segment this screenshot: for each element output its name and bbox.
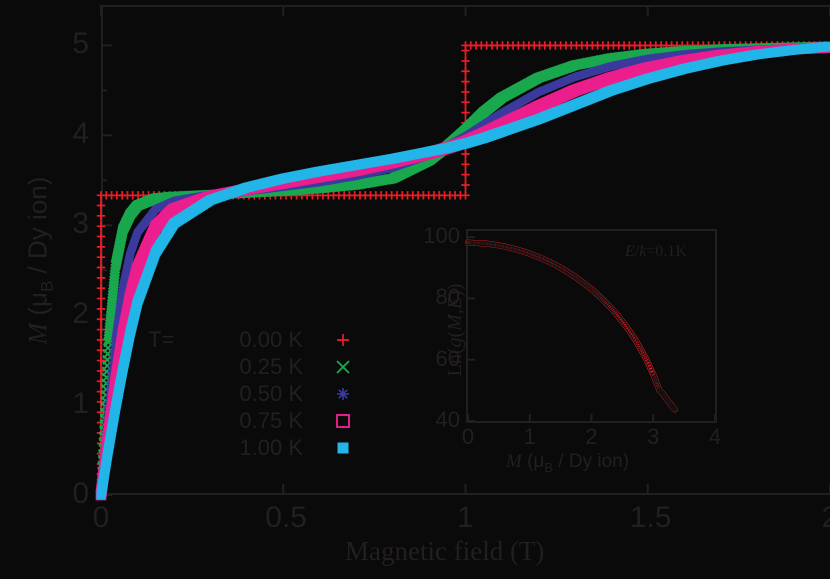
legend-prefix: T= [148, 327, 175, 352]
legend: T= 0.00 K 0.25 K 0.50 K 0.75 K 1.00 K [148, 326, 363, 464]
legend-label: 1.00 K [239, 435, 303, 460]
inset-y-tick-label: 60 [435, 345, 460, 371]
legend-marker-plus-icon [333, 330, 353, 350]
y-tick-label: 1 [72, 387, 89, 421]
inset-y-title-g: g [444, 337, 466, 348]
y-tick-label: 4 [72, 117, 89, 151]
legend-label: 0.50 K [239, 381, 303, 406]
x-tick-label: 1 [457, 501, 474, 534]
inset-y-title-comma: , [444, 309, 466, 315]
legend-entry: 1.00 K [148, 434, 363, 461]
legend-marker-filled-square-icon [333, 438, 353, 458]
x-tick-label: 1.5 [629, 501, 672, 534]
series-100 [96, 41, 830, 500]
inset-y-axis-title: Ln(g(M,E)) [444, 230, 466, 430]
inset-annotation-e: E [625, 243, 635, 260]
inset-annotation-slash: / [634, 243, 640, 260]
inset-x-title-tail: / Dy ion) [553, 451, 630, 472]
legend-marker-asterisk-icon [333, 384, 353, 404]
inset-y-title-ln: Ln( [444, 347, 466, 377]
legend-marker-open-square-icon [333, 411, 353, 431]
inset-y-title-e: E [444, 296, 466, 310]
legend-entry: T= 0.00 K [148, 326, 363, 353]
inset-x-axis-title: M (μB / Dy ion) [506, 452, 629, 474]
inset-x-tick-label: 4 [708, 424, 722, 449]
inset-x-title-rest: (μ [521, 451, 545, 472]
legend-marker-cross-icon [333, 357, 353, 377]
y-tick-label: 5 [72, 27, 89, 61]
y-tick-label: 2 [72, 297, 89, 331]
legend-label: 0.25 K [239, 354, 303, 379]
x-tick-label: 2 [812, 503, 830, 533]
inset-annotation: E/k=0.1K [625, 243, 687, 261]
inset-x-title-sub: B [544, 459, 554, 475]
inset-annotation-k: k [639, 243, 647, 260]
x-axis-title: Magnetic field (T) [345, 536, 545, 566]
inset-x-tick-label: 1 [523, 424, 536, 449]
inset-y-tick-label: 80 [435, 284, 460, 310]
legend-entry: 0.75 K [148, 407, 363, 434]
inset-y-tick-label: 100 [423, 223, 460, 249]
inset-annotation-rest: =0.1K [646, 243, 687, 260]
legend-label: 0.75 K [239, 408, 303, 433]
inset-y-title-close: )) [444, 283, 466, 297]
inset-x-tick-label: 2 [585, 424, 598, 449]
inset-plot-frame [466, 229, 717, 423]
inset-x-title-symbol: M [506, 451, 522, 472]
y-tick-label: 0 [72, 477, 89, 510]
inset-x-tick-label: 3 [647, 424, 660, 449]
legend-entry: 0.25 K [148, 353, 363, 380]
inset-y-title-open: ( [444, 330, 466, 338]
x-tick-label: 0 [92, 501, 110, 534]
inset-x-tick-label: 0 [461, 424, 475, 449]
inset-y-tick-label: 40 [435, 407, 460, 432]
x-tick-label: 0.5 [265, 501, 307, 534]
inset-y-title-m: M [444, 314, 466, 331]
y-tick-label: 3 [72, 207, 89, 241]
inset-series [465, 239, 678, 413]
legend-label: 0.00 K [239, 327, 303, 352]
legend-entry: 0.50 K [148, 380, 363, 407]
